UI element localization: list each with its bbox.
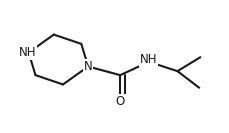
Text: O: O	[116, 95, 125, 108]
Text: NH: NH	[140, 53, 158, 66]
Text: N: N	[84, 60, 93, 73]
Text: NH: NH	[19, 46, 36, 59]
